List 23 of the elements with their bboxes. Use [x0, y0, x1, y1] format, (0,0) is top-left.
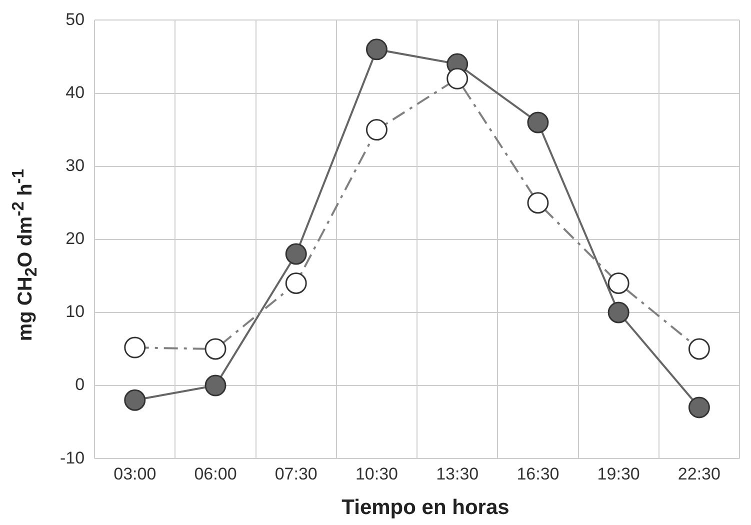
x-tick-label: 03:00	[114, 464, 156, 484]
point	[285, 243, 307, 265]
point	[688, 396, 710, 418]
y-tick-label: 40	[66, 82, 85, 102]
x-tick-label: 22:30	[678, 464, 720, 484]
x-tick-label: 19:30	[597, 464, 640, 484]
y-tick-label: -10	[60, 448, 85, 468]
y-tick-label: 30	[66, 156, 85, 176]
x-tick-label: 13:30	[436, 464, 479, 484]
point	[366, 38, 388, 60]
x-tick-label: 06:00	[194, 464, 237, 484]
point	[124, 389, 146, 411]
point	[204, 374, 226, 396]
x-tick-label: 07:30	[274, 464, 318, 484]
y-tick-label: 50	[66, 10, 85, 29]
point	[527, 112, 549, 134]
y-tick-label: 0	[75, 375, 85, 394]
x-tick-label: 10:30	[355, 464, 398, 484]
x-tick-label: 16:30	[516, 464, 560, 484]
point	[608, 302, 630, 324]
y-tick-label: 20	[66, 229, 85, 248]
y-tick-label: 10	[66, 302, 85, 322]
x-axis-title: Tiempo en horas	[340, 496, 510, 520]
